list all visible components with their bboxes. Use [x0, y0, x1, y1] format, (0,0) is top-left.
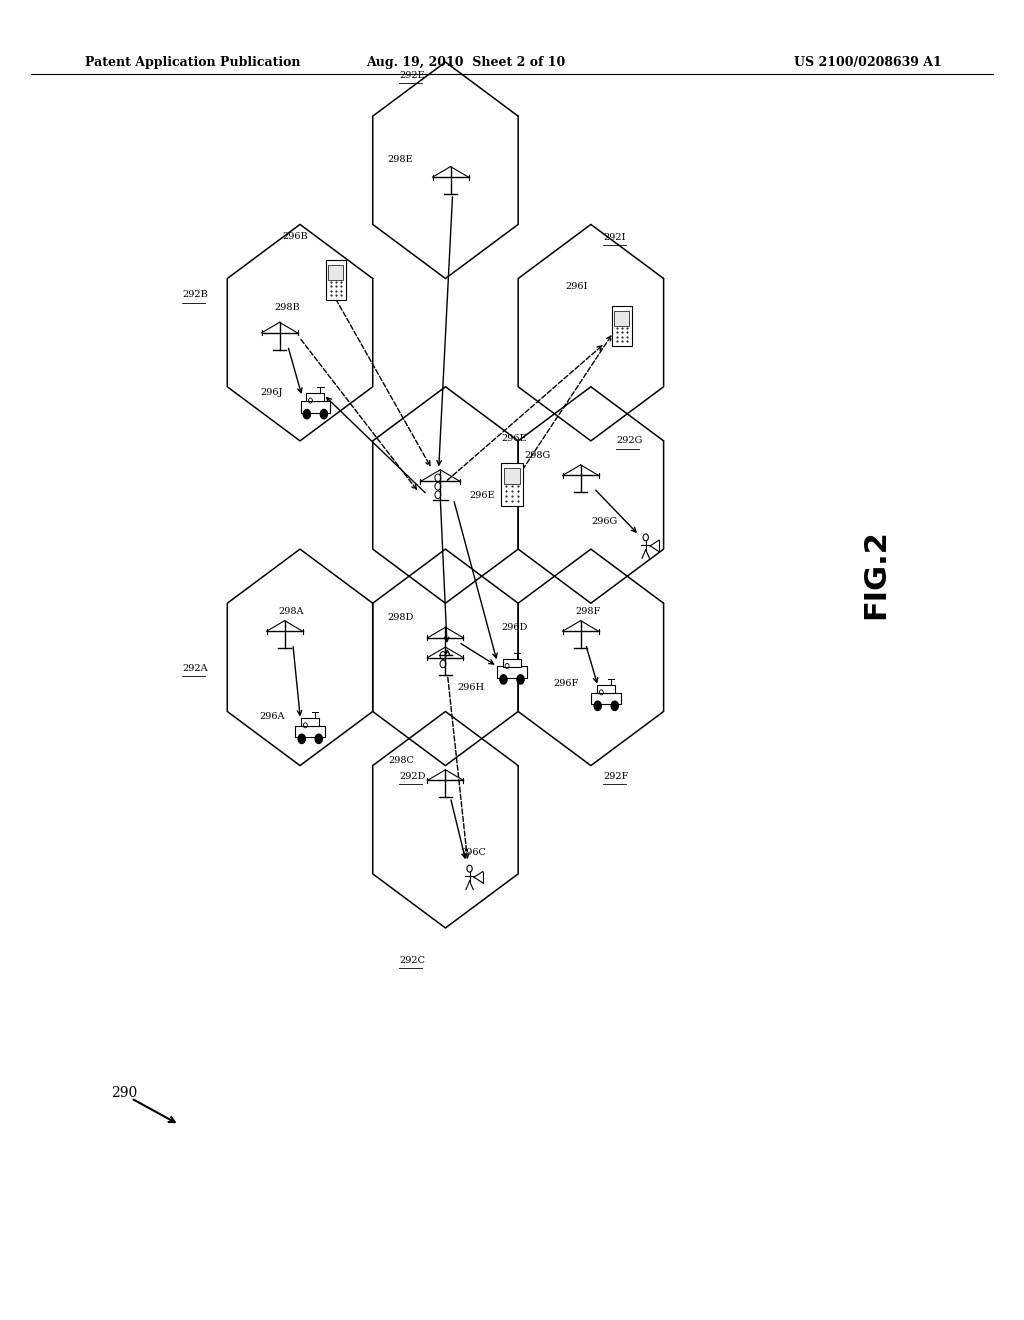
Circle shape	[298, 734, 305, 743]
Circle shape	[517, 675, 524, 684]
Text: 298B: 298B	[274, 304, 300, 312]
Text: 296B: 296B	[283, 232, 308, 240]
Text: 292D: 292D	[399, 772, 426, 781]
Text: Aug. 19, 2010  Sheet 2 of 10: Aug. 19, 2010 Sheet 2 of 10	[367, 57, 565, 69]
Circle shape	[321, 409, 328, 418]
Text: 296D: 296D	[502, 623, 528, 631]
Bar	[501, 463, 523, 506]
Bar	[301, 401, 330, 413]
Bar	[301, 718, 319, 726]
Text: Patent Application Publication: Patent Application Publication	[85, 57, 300, 69]
Text: 292G: 292G	[616, 437, 642, 445]
Text: 298E: 298E	[387, 156, 413, 164]
Text: 292A: 292A	[182, 664, 208, 673]
Bar	[326, 260, 346, 300]
Bar	[597, 685, 615, 693]
Text: 296C: 296C	[461, 849, 486, 857]
Bar	[498, 667, 526, 678]
Text: 292B: 292B	[182, 290, 208, 300]
Text: 296F: 296F	[553, 680, 579, 688]
Text: FIG.2: FIG.2	[861, 529, 890, 619]
Bar	[296, 726, 325, 738]
Text: 292E: 292E	[399, 70, 425, 79]
Text: 296G: 296G	[591, 517, 617, 525]
Bar	[611, 306, 632, 346]
Text: 290: 290	[111, 1086, 137, 1100]
Text: 296I: 296I	[565, 282, 588, 290]
Text: 292F: 292F	[603, 772, 629, 781]
Bar	[592, 693, 621, 705]
Text: 298C: 298C	[388, 756, 414, 764]
Text: 292C: 292C	[399, 956, 425, 965]
Text: 296E: 296E	[469, 491, 495, 499]
Circle shape	[611, 701, 618, 710]
Text: 298F: 298F	[575, 607, 601, 615]
Text: 292I: 292I	[603, 232, 626, 242]
Circle shape	[303, 409, 310, 418]
Circle shape	[315, 734, 323, 743]
Text: 296H: 296H	[458, 684, 484, 692]
Bar	[614, 312, 629, 326]
Text: US 2100/0208639 A1: US 2100/0208639 A1	[795, 57, 942, 69]
Bar	[306, 393, 325, 401]
Text: 298G: 298G	[524, 451, 551, 459]
Bar	[329, 265, 343, 280]
Text: 296A: 296A	[259, 713, 285, 721]
Text: 298A: 298A	[279, 607, 304, 615]
Circle shape	[500, 675, 507, 684]
Circle shape	[594, 701, 601, 710]
Text: 296J: 296J	[260, 388, 283, 396]
Text: 298D: 298D	[387, 614, 414, 622]
Bar	[504, 469, 520, 484]
Bar	[503, 659, 521, 667]
Text: 296E: 296E	[502, 434, 527, 442]
